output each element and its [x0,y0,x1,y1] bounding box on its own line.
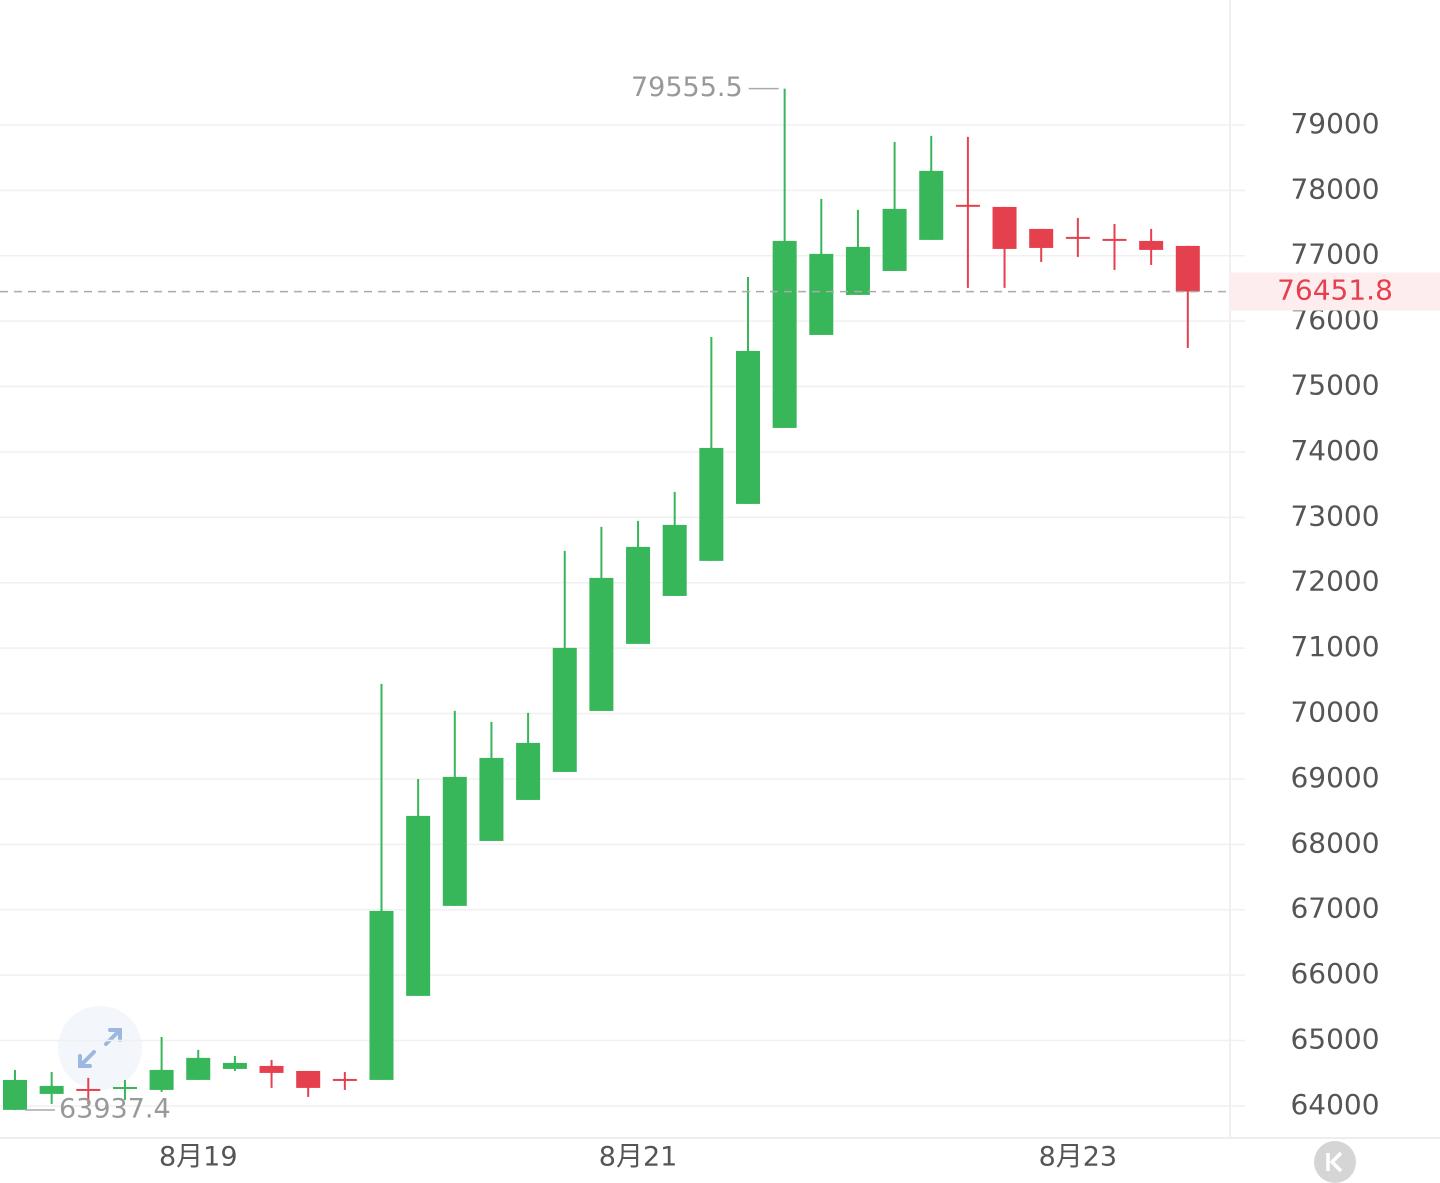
y-tick-label: 69000 [1290,761,1379,794]
candle-body [1065,236,1090,239]
candle-body [112,1086,137,1089]
candle-body [626,546,651,644]
candle-body [332,1078,357,1081]
candle-body [76,1088,101,1091]
y-tick-label: 66000 [1290,957,1379,990]
y-tick-label: 64000 [1290,1088,1379,1121]
candle-body [1102,238,1127,241]
candle-body [919,170,944,240]
y-tick-label: 67000 [1290,892,1379,925]
candle-body [296,1070,321,1088]
candle-body [772,240,797,428]
min-label: 63937.4 [59,1094,171,1125]
candle-body [1029,228,1054,248]
expand-icon [78,1028,122,1068]
candle-body [516,742,541,800]
candle-body [1175,245,1200,292]
y-tick-label: 75000 [1290,369,1379,402]
candle-body [222,1062,247,1069]
candle-body [186,1057,211,1080]
y-tick-label: 71000 [1290,630,1379,663]
candle-body [406,815,431,996]
y-tick-label: 78000 [1290,172,1379,205]
max-label: 79555.5 [631,72,743,103]
candle-body [589,577,614,711]
x-tick-label: 8月23 [1039,1142,1118,1173]
candle-body [552,647,577,772]
candle-body [3,1079,27,1110]
candle-body [1139,240,1164,250]
k-bg [1314,1141,1356,1183]
y-tick-label: 68000 [1290,826,1379,859]
candle-body [955,204,980,207]
plot: 64000 65000 66000 67000 68000 69000 70000 71000… [0,72,1440,1173]
last-price-bg [1230,272,1440,311]
x-tick-label: 8月21 [599,1142,678,1173]
candle-body [662,524,687,596]
y-tick-label: 73000 [1290,499,1379,532]
y-tick-label: 79000 [1290,107,1379,140]
candle-body [992,206,1017,249]
candle-body [149,1069,174,1090]
candle-body [845,246,870,295]
y-tick-label: 65000 [1290,1023,1379,1056]
candle-body [442,776,467,906]
candle-body [39,1085,64,1094]
candle-body [369,910,394,1080]
last-price-label: 76451.8 [1277,274,1393,307]
candle-body [736,350,760,504]
candle-body [479,757,504,841]
k-icon [1326,1151,1343,1173]
y-tick-label: 72000 [1290,565,1379,598]
y-tick-label: 74000 [1290,434,1379,467]
x-tick-label: 8月19 [159,1142,238,1173]
expand-button[interactable] [58,1006,142,1090]
k-button[interactable] [1314,1141,1356,1183]
y-tick-label: 77000 [1290,238,1379,271]
y-tick-label: 70000 [1290,696,1379,729]
candle-body [259,1065,284,1073]
candle-body [699,447,724,561]
candle-body [882,208,907,271]
expand-bg [58,1006,142,1090]
candle-body [809,253,834,335]
